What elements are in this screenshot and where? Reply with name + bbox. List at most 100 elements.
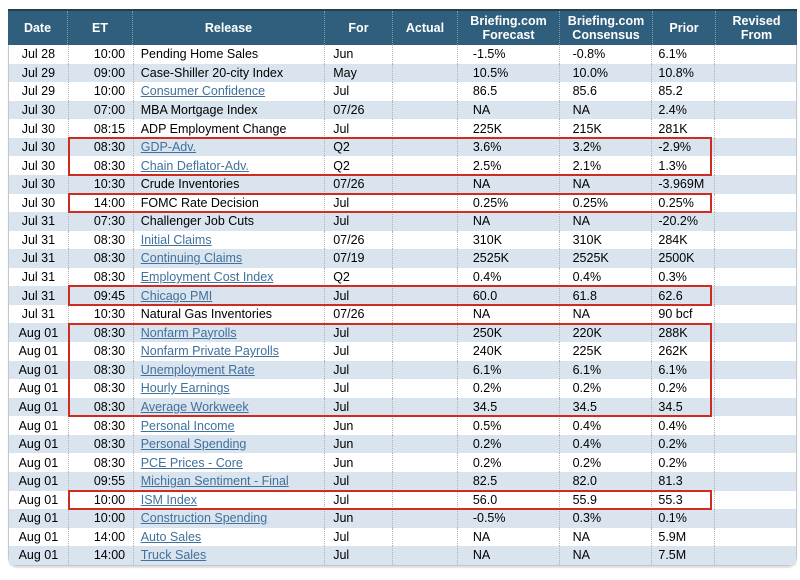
release-link[interactable]: Nonfarm Private Payrolls — [140, 344, 279, 359]
cell-revised-from — [715, 175, 796, 194]
cell-prior: 0.2% — [652, 379, 716, 398]
cell-for-period: Jul — [325, 119, 394, 138]
cell-briefing-forecast: 0.2% — [458, 453, 560, 472]
cell-briefing-consensus: 0.4% — [560, 267, 653, 287]
table-row: Jul 29 09:00 Case-Shiller 20-city Index … — [9, 63, 796, 83]
cell-for-period: Jun — [325, 45, 394, 64]
release-link[interactable]: Unemployment Rate — [140, 362, 255, 377]
cell-briefing-forecast: 86.5 — [458, 82, 560, 101]
cell-release: Natural Gas Inventories — [134, 304, 326, 324]
cell-time-et: 08:30 — [69, 453, 134, 472]
table-row: Aug 01 09:55 Michigan Sentiment - Final … — [9, 471, 796, 491]
release-link[interactable]: PCE Prices - Core — [140, 455, 243, 470]
cell-actual — [393, 100, 458, 120]
cell-for-period: Jul — [325, 82, 394, 101]
cell-time-et: 09:45 — [69, 286, 134, 305]
cell-time-et: 14:00 — [69, 546, 134, 565]
cell-release: Personal Spending — [134, 434, 326, 454]
cell-time-et: 08:30 — [69, 156, 134, 175]
table-row: Aug 01 08:30 Personal Spending Jun 0.2% … — [9, 434, 796, 454]
release-link[interactable]: Hourly Earnings — [140, 381, 230, 396]
cell-date: Jul 30 — [9, 119, 69, 138]
release-link[interactable]: Construction Spending — [140, 511, 268, 526]
cell-briefing-forecast: NA — [458, 304, 560, 324]
cell-briefing-consensus: NA — [560, 546, 653, 565]
cell-prior: 62.6 — [652, 286, 716, 305]
release-link[interactable]: Personal Spending — [140, 437, 247, 452]
cell-time-et: 10:30 — [69, 174, 134, 194]
release-label: FOMC Rate Decision — [140, 195, 259, 210]
cell-actual — [393, 323, 458, 342]
release-link[interactable]: Chain Deflator-Adv. — [140, 158, 249, 173]
cell-briefing-forecast: 34.5 — [458, 397, 560, 417]
table-row: Jul 30 08:30 GDP-Adv. Q2 3.6% 3.2% -2.9% — [9, 137, 796, 157]
cell-for-period: 07/26 — [325, 304, 394, 324]
cell-actual — [393, 360, 458, 380]
cell-time-et: 10:00 — [69, 509, 134, 528]
cell-briefing-forecast: NA — [458, 174, 560, 194]
release-link[interactable]: Auto Sales — [140, 529, 202, 544]
cell-for-period: Jul — [325, 379, 394, 398]
column-header-consensus: Briefing.com Consensus — [560, 11, 653, 45]
cell-release: ADP Employment Change — [134, 119, 326, 138]
table-row: Jul 30 10:30 Crude Inventories 07/26 NA … — [9, 174, 796, 194]
cell-actual — [393, 249, 458, 268]
release-link[interactable]: Initial Claims — [140, 232, 212, 247]
cell-briefing-forecast: NA — [458, 527, 560, 547]
cell-actual — [393, 212, 458, 231]
cell-date: Jul 30 — [9, 100, 69, 120]
cell-actual — [393, 137, 458, 157]
cell-briefing-consensus: 0.3% — [560, 509, 653, 528]
cell-revised-from — [715, 268, 796, 287]
cell-prior: 0.2% — [652, 434, 716, 454]
cell-date: Aug 01 — [9, 416, 69, 435]
release-link[interactable]: Personal Income — [140, 418, 235, 433]
cell-actual — [393, 304, 458, 324]
cell-actual — [393, 45, 458, 64]
cell-prior: -20.2% — [652, 212, 716, 231]
cell-time-et: 10:30 — [69, 304, 134, 324]
cell-briefing-consensus: 0.4% — [560, 434, 653, 454]
release-link[interactable]: Nonfarm Payrolls — [140, 325, 237, 340]
table-row: Jul 30 14:00 FOMC Rate Decision Jul 0.25… — [9, 193, 796, 213]
cell-for-period: Jul — [325, 527, 394, 547]
cell-revised-from — [715, 212, 796, 231]
cell-briefing-consensus: 6.1% — [560, 360, 653, 380]
cell-revised-from — [715, 156, 796, 175]
release-link[interactable]: ISM Index — [140, 492, 197, 507]
cell-release: ISM Index — [134, 490, 326, 510]
cell-release: Truck Sales — [134, 546, 326, 565]
cell-time-et: 09:55 — [69, 471, 134, 491]
release-link[interactable]: Michigan Sentiment - Final — [140, 474, 289, 489]
release-link[interactable]: Average Workweek — [140, 399, 249, 414]
cell-for-period: 07/26 — [325, 174, 394, 194]
release-link[interactable]: GDP-Adv. — [140, 140, 197, 155]
release-link[interactable]: Chicago PMI — [140, 288, 213, 303]
table-row: Jul 30 08:30 Chain Deflator-Adv. Q2 2.5%… — [9, 156, 796, 175]
release-label: Pending Home Sales — [140, 47, 259, 62]
cell-for-period: Q2 — [325, 156, 394, 175]
cell-revised-from — [715, 509, 796, 528]
cell-time-et: 10:00 — [69, 45, 134, 64]
release-link[interactable]: Employment Cost Index — [140, 270, 274, 285]
cell-revised-from — [715, 101, 796, 120]
cell-release: Chain Deflator-Adv. — [134, 156, 326, 175]
cell-for-period: Jul — [325, 212, 394, 231]
release-link[interactable]: Consumer Confidence — [140, 84, 266, 99]
table-row: Jul 31 10:30 Natural Gas Inventories 07/… — [9, 304, 796, 324]
release-link[interactable]: Truck Sales — [140, 548, 207, 563]
cell-briefing-consensus: 220K — [560, 323, 653, 342]
table-row: Aug 01 10:00 Construction Spending Jun -… — [9, 509, 796, 528]
cell-briefing-forecast: 6.1% — [458, 360, 560, 380]
cell-briefing-consensus: 2.1% — [560, 156, 653, 175]
cell-briefing-consensus: 3.2% — [560, 137, 653, 157]
release-link[interactable]: Continuing Claims — [140, 251, 243, 266]
cell-release: Michigan Sentiment - Final — [134, 471, 326, 491]
cell-date: Aug 01 — [9, 453, 69, 472]
cell-date: Aug 01 — [9, 323, 69, 342]
column-header-forecast: Briefing.com Forecast — [458, 11, 560, 45]
table-row: Jul 29 10:00 Consumer Confidence Jul 86.… — [9, 82, 796, 101]
release-label: Crude Inventories — [140, 177, 240, 192]
cell-time-et: 10:00 — [69, 490, 134, 510]
cell-revised-from — [715, 82, 796, 101]
